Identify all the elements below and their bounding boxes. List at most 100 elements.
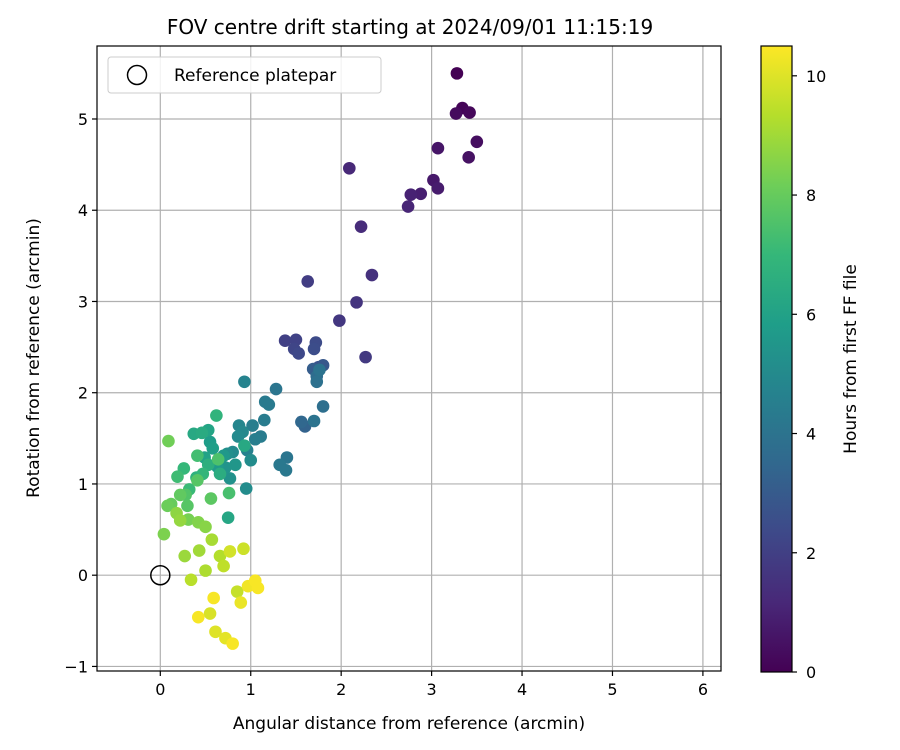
data-point xyxy=(462,151,475,164)
y-tick-label: 2 xyxy=(78,384,88,403)
data-point xyxy=(204,492,218,505)
x-axis-label: Angular distance from reference (arcmin) xyxy=(233,714,585,734)
data-point xyxy=(191,474,204,487)
y-tick-label: −1 xyxy=(64,657,88,676)
data-point xyxy=(205,533,219,546)
data-point xyxy=(238,439,251,452)
data-point xyxy=(333,314,346,327)
data-point xyxy=(173,514,187,527)
data-point xyxy=(223,472,237,485)
data-point xyxy=(307,414,321,428)
data-point xyxy=(354,220,368,233)
colorbar-gradient xyxy=(761,46,792,672)
y-axis-label: Rotation from reference (arcmin) xyxy=(24,218,44,498)
data-point xyxy=(222,486,236,500)
colorbar-tick-label: 4 xyxy=(806,425,816,444)
data-point xyxy=(307,342,321,356)
data-point xyxy=(316,400,330,413)
colorbar-frame xyxy=(760,45,793,673)
data-point xyxy=(217,559,230,573)
y-tick-label: 3 xyxy=(78,292,88,311)
data-point xyxy=(184,573,198,587)
data-point xyxy=(191,449,204,462)
y-tick-label: 1 xyxy=(78,475,88,494)
data-point xyxy=(414,187,428,201)
data-point xyxy=(231,430,245,443)
data-point xyxy=(203,607,217,620)
data-point xyxy=(343,161,356,175)
data-point xyxy=(269,382,283,396)
y-tick-label: 5 xyxy=(78,110,88,129)
colorbar-tick-label: 0 xyxy=(806,663,816,682)
data-point xyxy=(248,432,262,446)
colorbar-ticks: 0 2 4 6 8 10 xyxy=(792,67,826,682)
data-point xyxy=(246,419,259,432)
data-point xyxy=(161,499,174,513)
data-point xyxy=(223,545,237,558)
data-point xyxy=(213,549,227,563)
data-point xyxy=(401,200,415,213)
data-point xyxy=(181,499,194,513)
data-point xyxy=(199,520,212,534)
colorbar-tick-label: 6 xyxy=(806,305,816,324)
data-point xyxy=(211,453,225,466)
axes-frame xyxy=(96,45,722,672)
data-point xyxy=(404,188,418,202)
data-point xyxy=(301,275,315,288)
grid-lines xyxy=(97,46,721,671)
data-point xyxy=(173,488,187,502)
data-point xyxy=(450,67,464,80)
data-point xyxy=(229,458,242,472)
legend-marker xyxy=(126,64,148,86)
data-point xyxy=(237,542,250,556)
x-tick-label: 3 xyxy=(427,680,437,699)
data-point xyxy=(310,375,324,389)
y-axis-ticks: −1 0 1 2 3 4 5 xyxy=(64,110,97,676)
x-tick-label: 5 xyxy=(607,680,617,699)
x-tick-label: 0 xyxy=(155,680,165,699)
data-point xyxy=(162,434,175,448)
colorbar-tick-label: 2 xyxy=(806,544,816,563)
data-point xyxy=(431,141,445,155)
x-tick-label: 4 xyxy=(517,680,527,699)
data-point xyxy=(192,544,206,557)
plot-area xyxy=(96,45,722,672)
x-tick-label: 1 xyxy=(246,680,256,699)
data-point xyxy=(234,596,248,609)
data-point xyxy=(171,470,184,483)
data-point xyxy=(191,610,205,624)
data-point xyxy=(359,350,372,364)
data-point xyxy=(201,458,215,472)
data-point xyxy=(178,549,192,563)
data-point xyxy=(209,625,222,639)
data-point xyxy=(470,135,484,149)
data-point xyxy=(157,527,171,541)
data-point xyxy=(313,363,326,377)
data-point xyxy=(295,415,308,429)
data-point xyxy=(244,453,258,467)
legend-box xyxy=(107,56,382,94)
data-point xyxy=(449,107,463,120)
data-point xyxy=(226,637,239,650)
data-point xyxy=(221,511,235,525)
y-tick-label: 0 xyxy=(78,566,88,585)
colorbar: 0 2 4 6 8 10 Hours from first FF file xyxy=(760,45,861,682)
data-point xyxy=(239,482,253,495)
reference-marker xyxy=(150,564,171,586)
legend: Reference platepar xyxy=(107,56,382,94)
chart-title: FOV centre drift starting at 2024/09/01 … xyxy=(167,15,653,39)
data-point xyxy=(431,182,445,195)
data-point xyxy=(213,467,227,481)
data-point xyxy=(210,409,223,422)
reference-platepar-marker xyxy=(150,564,171,586)
colorbar-label: Hours from first FF file xyxy=(841,264,861,454)
data-point xyxy=(292,347,305,360)
data-point xyxy=(206,442,220,455)
colorbar-tick-label: 10 xyxy=(806,67,826,86)
data-point xyxy=(279,463,293,477)
data-point xyxy=(195,426,209,440)
data-point xyxy=(199,564,212,577)
data-point xyxy=(251,581,265,595)
data-point xyxy=(278,334,292,348)
colorbar-tick-label: 8 xyxy=(806,186,816,205)
